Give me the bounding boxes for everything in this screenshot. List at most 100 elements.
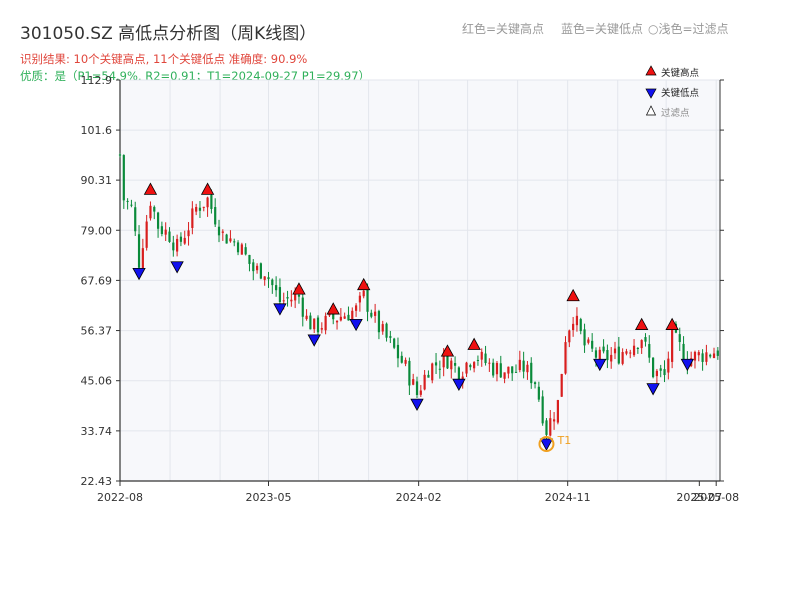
candle-body — [225, 234, 228, 244]
candle-body — [579, 319, 582, 332]
candle-body — [476, 359, 480, 361]
candle-body — [339, 316, 342, 321]
key-low-marker — [132, 267, 146, 281]
candle-body — [191, 208, 194, 229]
candle-body — [324, 315, 327, 331]
candle-body — [712, 353, 716, 359]
candle-body — [206, 197, 209, 208]
candle-body — [598, 349, 601, 362]
candle-body — [514, 371, 518, 373]
candle-body — [671, 327, 674, 362]
candle-body — [156, 212, 160, 229]
candle-body — [556, 400, 559, 423]
candle-body — [594, 350, 598, 358]
x-tick-label: 2023-05 — [246, 491, 292, 504]
candle-body — [412, 379, 415, 385]
key-low-marker — [273, 303, 287, 316]
candle-body — [259, 263, 262, 279]
candle-body — [141, 248, 144, 269]
candle-body — [217, 226, 221, 236]
candle-body — [629, 352, 632, 354]
key-low-marker — [539, 438, 554, 451]
candle-body — [389, 336, 392, 338]
candle-body — [271, 279, 274, 286]
y-tick-label: 79.00 — [81, 224, 113, 237]
candle-body — [297, 294, 301, 297]
candle-body — [278, 287, 282, 303]
candle-body — [153, 206, 156, 212]
candle-body — [263, 276, 266, 280]
candle-body — [552, 419, 556, 422]
x-tick-label: 2025-07 — [676, 491, 722, 504]
top-legend-filtered: ○浅色=过滤点 — [648, 22, 729, 36]
candle-body — [591, 340, 594, 349]
candle-body — [537, 386, 540, 400]
candle-body — [358, 295, 361, 303]
candle-body — [503, 372, 506, 379]
candle-body — [453, 362, 457, 366]
candle-body — [126, 200, 129, 202]
candle-body — [473, 362, 476, 369]
legend-low-marker — [645, 88, 657, 99]
candle-body — [648, 344, 651, 358]
key-low-marker — [593, 358, 607, 372]
candle-body — [697, 352, 700, 356]
candle-body — [480, 351, 483, 360]
key-high-marker — [292, 282, 306, 295]
candle-body — [229, 238, 232, 242]
key-low-marker — [680, 358, 695, 372]
candle-body — [137, 234, 141, 268]
candle-body — [450, 360, 453, 370]
candle-body — [221, 231, 224, 233]
candle-body — [583, 329, 586, 346]
candle-body — [404, 359, 407, 364]
candle-body — [354, 305, 358, 311]
candle-body — [678, 334, 681, 343]
key-low-marker — [452, 378, 466, 392]
candle-body — [385, 323, 388, 338]
candle-body — [134, 207, 137, 232]
candle-body — [122, 155, 125, 201]
candle-body — [275, 285, 278, 291]
candle-body — [511, 366, 514, 374]
candle-body — [522, 360, 525, 372]
candle-body — [423, 374, 426, 390]
candle-body — [214, 207, 217, 225]
candle-body — [377, 311, 381, 333]
key-high-marker — [665, 317, 679, 330]
candle-body — [575, 315, 579, 326]
candle-body — [640, 340, 643, 349]
candle-body — [457, 367, 460, 382]
key-high-marker — [357, 277, 371, 291]
chart-body: 112.9 101.6 90.31 79.00 67.69 56.37 45.06 33.74… — [81, 65, 739, 504]
candle-body — [233, 241, 236, 243]
candle-body — [248, 254, 251, 264]
candle-body — [374, 311, 377, 316]
candle-body — [568, 330, 571, 343]
candle-body — [701, 353, 704, 362]
candle-body — [667, 358, 670, 373]
candle-body — [396, 344, 400, 359]
candle-body — [316, 317, 320, 333]
y-tick-label: 45.06 — [81, 375, 113, 388]
y-tick-label: 22.43 — [81, 475, 113, 488]
candle-body — [415, 381, 419, 396]
candle-body — [290, 299, 293, 302]
candle-body — [530, 362, 533, 384]
candle-body — [545, 420, 548, 435]
candle-body — [632, 345, 636, 356]
key-high-marker — [200, 182, 215, 195]
candle-body — [252, 262, 255, 272]
key-high-marker — [566, 288, 580, 302]
candle-body — [145, 221, 148, 248]
candle-body — [160, 226, 163, 234]
y-tick-label: 112.9 — [81, 74, 113, 87]
candle-body — [381, 324, 384, 332]
x-tick-label: 2024-02 — [396, 491, 442, 504]
candle-body — [617, 346, 620, 364]
key-high-marker — [467, 337, 481, 350]
candle-body — [408, 360, 411, 386]
candle-body — [294, 294, 297, 301]
candle-body — [267, 277, 270, 280]
